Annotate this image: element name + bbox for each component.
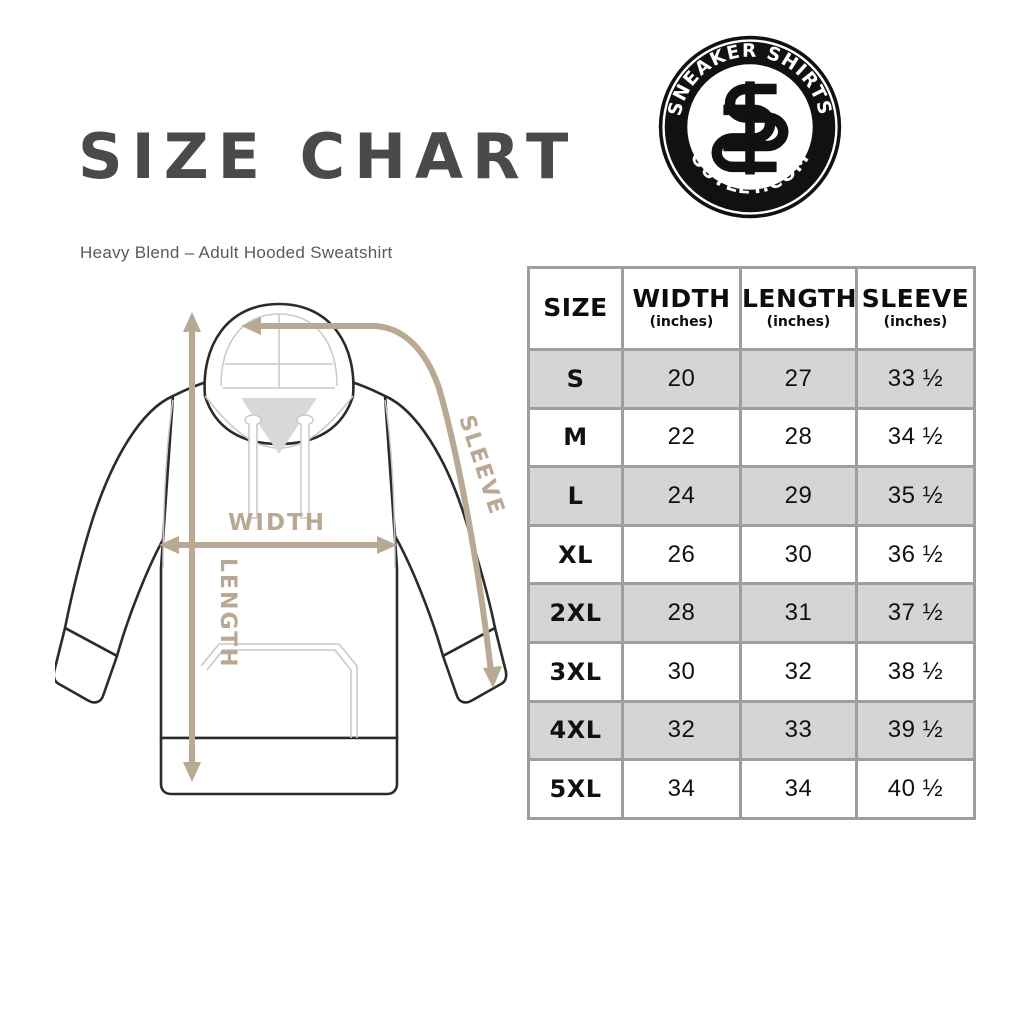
drawstrings	[244, 414, 314, 519]
column-header-length: LENGTH (inches)	[739, 266, 858, 351]
cell-length: 33	[739, 699, 858, 762]
cell-size: 4XL	[527, 699, 624, 762]
cell-width: 24	[621, 465, 742, 527]
cell-sleeve: 34 ½	[855, 406, 976, 469]
page-title: SIZE CHART	[78, 120, 578, 193]
kangaroo-pocket	[200, 643, 358, 738]
right-sleeve	[383, 394, 497, 658]
cell-length: 27	[739, 348, 858, 410]
cell-size: 5XL	[527, 758, 624, 820]
cell-sleeve: 33 ½	[855, 348, 976, 410]
table-row: 5XL 34 34 40 ½	[527, 758, 976, 820]
cell-width: 30	[621, 640, 742, 703]
cell-width: 32	[621, 699, 742, 762]
column-header-size-label: SIZE	[543, 293, 608, 323]
cell-length: 28	[739, 406, 858, 469]
sleeve-label: SLEEVE	[453, 412, 509, 519]
cell-sleeve: 40 ½	[855, 758, 976, 820]
sleeve-arrow-head-end	[483, 666, 502, 688]
sleeve-arrow-head-start	[241, 317, 261, 335]
column-header-sleeve-unit: (inches)	[883, 314, 948, 331]
waistband	[159, 736, 399, 796]
logo-ss-monogram	[711, 81, 789, 175]
cell-length: 30	[739, 523, 858, 586]
column-header-length-unit: (inches)	[766, 314, 831, 331]
table-header-row: SIZE WIDTH (inches) LENGTH (inches) SLEE…	[527, 266, 976, 351]
cell-length: 31	[739, 582, 858, 644]
cell-size: M	[527, 406, 624, 469]
hood-inner-shadow	[241, 398, 317, 454]
cell-width: 22	[621, 406, 742, 469]
cell-size: S	[527, 348, 624, 410]
table-header: SIZE WIDTH (inches) LENGTH (inches) SLEE…	[527, 266, 976, 351]
hoodie-illustration: WIDTH LENGTH SLEEVE	[55, 268, 525, 828]
cell-size: XL	[527, 523, 624, 586]
table-row: 3XL 30 32 38 ½	[527, 640, 976, 703]
measurement-arrows	[159, 312, 502, 782]
sleeve-arrow-line	[255, 323, 494, 673]
cell-length: 34	[739, 758, 858, 820]
cell-sleeve: 36 ½	[855, 523, 976, 586]
cell-size: 3XL	[527, 640, 624, 703]
cell-width: 34	[621, 758, 742, 820]
page-subtitle: Heavy Blend – Adult Hooded Sweatshirt	[80, 243, 393, 262]
logo-ring-highlight	[662, 39, 838, 215]
cell-width: 20	[621, 348, 742, 410]
column-header-width-unit: (inches)	[649, 314, 714, 331]
cell-sleeve: 35 ½	[855, 465, 976, 527]
table-row: M 22 28 34 ½	[527, 406, 976, 469]
length-arrow-head-bottom	[183, 762, 201, 782]
column-header-length-label: LENGTH	[742, 283, 857, 313]
table-row: 2XL 28 31 37 ½	[527, 582, 976, 644]
left-cuff	[55, 626, 119, 704]
size-chart-table: SIZE WIDTH (inches) LENGTH (inches) SLEE…	[527, 266, 976, 820]
table-row: 4XL 32 33 39 ½	[527, 699, 976, 762]
width-label: WIDTH	[228, 510, 326, 536]
column-header-width: WIDTH (inches)	[621, 266, 742, 351]
cell-length: 32	[739, 640, 858, 703]
brand-logo: SNEAKER SHIRTS OUTLET.COM	[655, 32, 845, 222]
cell-length: 29	[739, 465, 858, 527]
cell-size: L	[527, 465, 624, 527]
cell-width: 28	[621, 582, 742, 644]
left-sleeve	[63, 394, 175, 658]
table-row: S 20 27 33 ½	[527, 348, 976, 410]
table-row: L 24 29 35 ½	[527, 465, 976, 527]
width-arrow-head-left	[159, 536, 179, 554]
table-body: S 20 27 33 ½ M 22 28 34 ½ L 24 29 35 ½ XL 26 30 36 ½ 2XL…	[527, 348, 976, 820]
length-label: LENGTH	[215, 558, 240, 669]
cell-size: 2XL	[527, 582, 624, 644]
table-row: XL 26 30 36 ½	[527, 523, 976, 586]
column-header-width-label: WIDTH	[632, 283, 731, 313]
cell-width: 26	[621, 523, 742, 586]
column-header-size: SIZE	[527, 266, 624, 351]
column-header-sleeve: SLEEVE (inches)	[855, 266, 976, 351]
length-arrow-head-top	[183, 312, 201, 332]
width-arrow-head-right	[377, 536, 397, 554]
detail-lines	[162, 313, 396, 569]
column-header-sleeve-label: SLEEVE	[861, 283, 970, 313]
cell-sleeve: 39 ½	[855, 699, 976, 762]
cell-sleeve: 38 ½	[855, 640, 976, 703]
cell-sleeve: 37 ½	[855, 582, 976, 644]
